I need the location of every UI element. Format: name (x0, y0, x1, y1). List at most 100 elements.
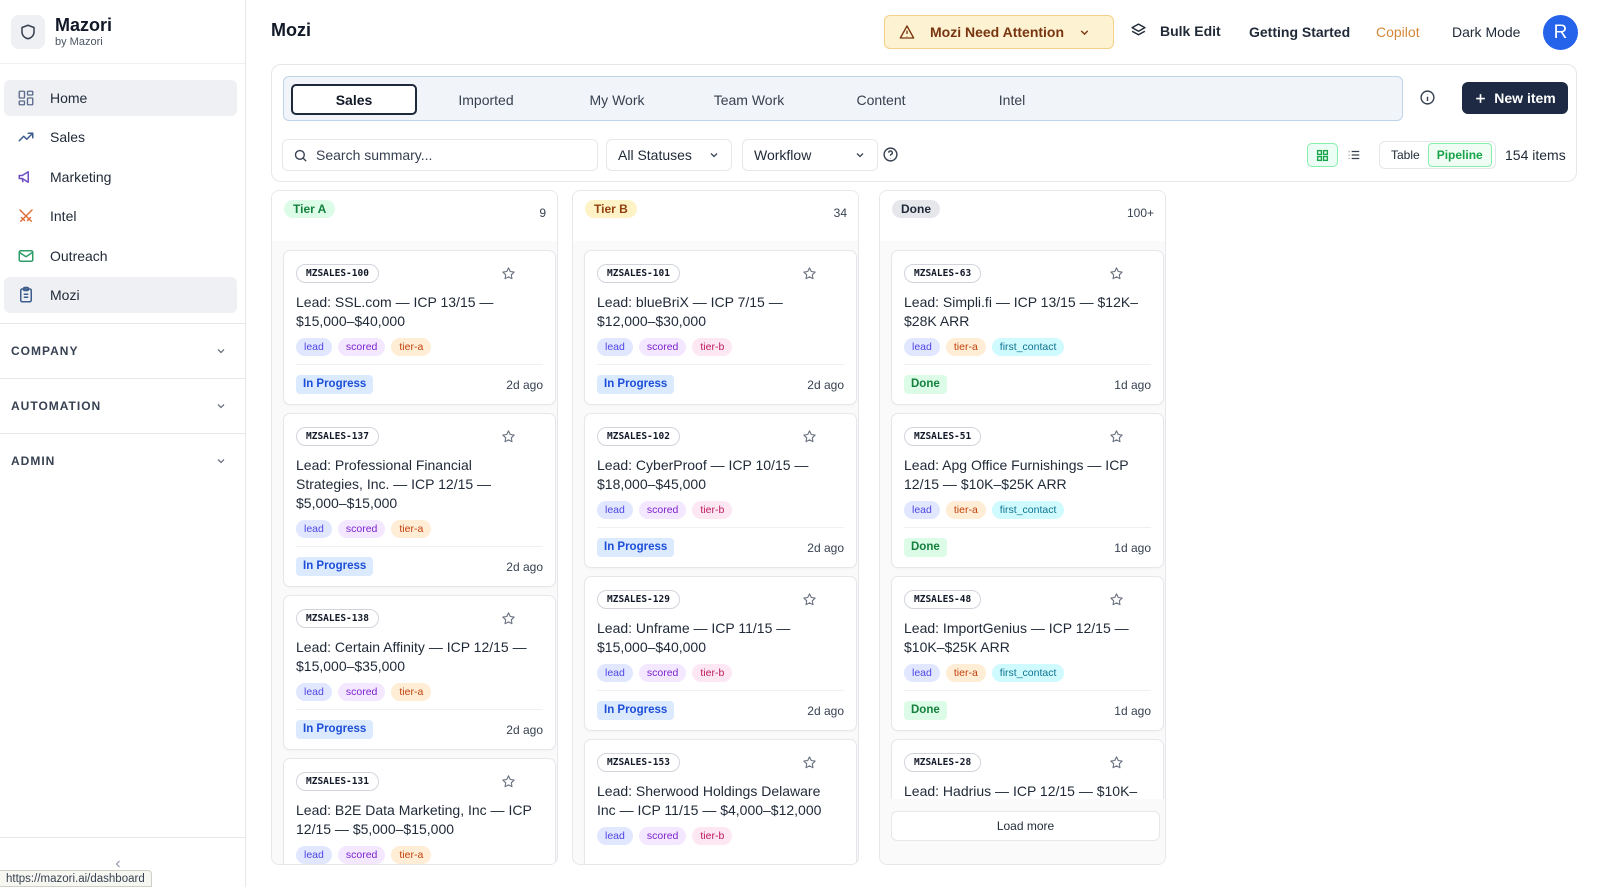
grid-view-button[interactable] (1307, 143, 1338, 167)
lead-card[interactable]: MZSALES-101 Lead: blueBriX — ICP 7/15 — … (584, 250, 857, 405)
status-badge: In Progress (296, 720, 374, 739)
card-tags: lead scored tier-a (296, 683, 437, 701)
copilot-link[interactable]: Copilot (1376, 24, 1420, 40)
search-input[interactable] (316, 147, 586, 163)
star-icon[interactable] (802, 429, 817, 444)
top-bar: Mozi Mozi Need Attention Bulk Edit Getti… (246, 0, 1600, 64)
tag: scored (337, 846, 386, 864)
star-icon[interactable] (802, 592, 817, 607)
new-item-label: New item (1494, 90, 1556, 106)
help-circle-icon[interactable] (882, 146, 899, 163)
status-badge: Done (904, 538, 947, 557)
workflow-filter-select[interactable]: Workflow (742, 139, 878, 171)
star-icon[interactable] (1109, 755, 1124, 770)
sidebar-item-intel[interactable]: Intel (4, 198, 237, 234)
tab-sales[interactable]: Sales (291, 84, 417, 115)
tab-my-work[interactable]: My Work (589, 91, 645, 108)
list-view-button[interactable] (1338, 143, 1369, 167)
dark-mode-toggle[interactable]: Dark Mode (1452, 24, 1521, 40)
status-filter-select[interactable]: All Statuses (606, 139, 732, 171)
lead-card[interactable]: MZSALES-137 Lead: Professional Financial… (283, 413, 556, 587)
sidebar-item-marketing[interactable]: Marketing (4, 159, 237, 195)
card-id-badge: MZSALES-153 (597, 753, 680, 772)
lead-card[interactable]: MZSALES-153 Lead: Sherwood Holdings Dela… (584, 739, 857, 864)
pipeline-mode-button[interactable]: Pipeline (1427, 143, 1492, 167)
load-more-button[interactable]: Load more (891, 811, 1160, 841)
mail-icon (16, 246, 36, 266)
tab-imported[interactable]: Imported (458, 91, 514, 108)
status-badge: In Progress (597, 701, 675, 720)
lead-card[interactable]: MZSALES-100 Lead: SSL.com — ICP 13/15 — … (283, 250, 556, 405)
tag: tier-b (692, 664, 733, 682)
tag: lead (904, 501, 940, 519)
card-id-badge: MZSALES-131 (296, 772, 379, 791)
star-icon[interactable] (501, 266, 516, 281)
tag: scored (638, 338, 687, 356)
card-age: 2d ago (506, 560, 543, 574)
column-count: 100+ (1126, 206, 1154, 220)
lead-card[interactable]: MZSALES-48 Lead: ImportGenius — ICP 12/1… (891, 576, 1164, 731)
column-count: 34 (833, 206, 847, 220)
section-company[interactable]: COMPANY (0, 324, 245, 379)
bulk-edit-button[interactable]: Bulk Edit (1130, 22, 1221, 39)
card-divider (904, 690, 1151, 691)
chevron-left-icon[interactable] (112, 858, 124, 870)
brand[interactable]: Mazori by Mazori (0, 0, 245, 64)
tab-team-work[interactable]: Team Work (713, 91, 785, 108)
lead-card[interactable]: MZSALES-129 Lead: Unframe — ICP 11/15 — … (584, 576, 857, 731)
card-divider (597, 690, 844, 691)
star-icon[interactable] (1109, 592, 1124, 607)
card-tags: lead tier-a first_contact (904, 664, 1070, 682)
star-icon[interactable] (802, 755, 817, 770)
star-icon[interactable] (501, 611, 516, 626)
card-age: 2d ago (807, 704, 844, 718)
sidebar-item-sales[interactable]: Sales (4, 119, 237, 155)
lead-card[interactable]: MZSALES-131 Lead: B2E Data Marketing, In… (283, 758, 556, 864)
section-automation[interactable]: AUTOMATION (0, 379, 245, 434)
card-age: 2d ago (506, 378, 543, 392)
star-icon[interactable] (501, 774, 516, 789)
tag: lead (296, 520, 332, 538)
section-admin[interactable]: ADMIN (0, 434, 245, 489)
sidebar-item-outreach[interactable]: Outreach (4, 238, 237, 274)
tag: lead (597, 338, 633, 356)
chevron-down-icon (854, 149, 866, 161)
star-icon[interactable] (1109, 266, 1124, 281)
brand-subtitle: by Mazori (55, 35, 103, 48)
card-divider (597, 364, 844, 365)
attention-button[interactable]: Mozi Need Attention (884, 15, 1114, 49)
card-id-badge: MZSALES-129 (597, 590, 680, 609)
tag: first_contact (991, 664, 1065, 682)
layers-icon (1130, 22, 1147, 39)
sidebar: Mazori by Mazori Home Sales Marketing In… (0, 0, 246, 887)
card-title: Lead: Unframe — ICP 11/15 — $15,000–$40,… (597, 620, 791, 655)
sidebar-item-label: Mozi (50, 286, 80, 303)
tab-intel[interactable]: Intel (998, 91, 1026, 108)
tag: tier-b (692, 501, 733, 519)
avatar[interactable]: R (1543, 15, 1578, 50)
card-id-badge: MZSALES-28 (904, 753, 982, 772)
star-icon[interactable] (802, 266, 817, 281)
brand-name: Mazori (55, 14, 113, 35)
tag: lead (296, 338, 332, 356)
column-chip: Tier A (284, 200, 336, 218)
card-title: Lead: Apg Office Furnishings — ICP 12/15… (904, 457, 1129, 492)
new-item-button[interactable]: New item (1462, 82, 1568, 114)
sidebar-item-home[interactable]: Home (4, 80, 237, 116)
lead-card[interactable]: MZSALES-51 Lead: Apg Office Furnishings … (891, 413, 1164, 568)
sidebar-item-mozi[interactable]: Mozi (4, 276, 237, 313)
tag: tier-a (391, 338, 432, 356)
lead-card[interactable]: MZSALES-102 Lead: CyberProof — ICP 10/15… (584, 413, 857, 568)
lead-card[interactable]: MZSALES-138 Lead: Certain Affinity — ICP… (283, 595, 556, 750)
pipeline-board: Tier A 9 MZSALES-100 Lead: SSL.com — ICP… (271, 190, 1591, 865)
tab-content[interactable]: Content (856, 91, 906, 108)
search-box (282, 139, 598, 171)
getting-started-link[interactable]: Getting Started (1249, 24, 1351, 40)
star-icon[interactable] (501, 429, 516, 444)
sidebar-footer (0, 837, 246, 887)
tag: lead (597, 664, 633, 682)
info-icon[interactable] (1419, 89, 1436, 106)
star-icon[interactable] (1109, 429, 1124, 444)
lead-card[interactable]: MZSALES-63 Lead: Simpli.fi — ICP 13/15 —… (891, 250, 1164, 405)
table-mode-button[interactable]: Table (1391, 148, 1420, 162)
